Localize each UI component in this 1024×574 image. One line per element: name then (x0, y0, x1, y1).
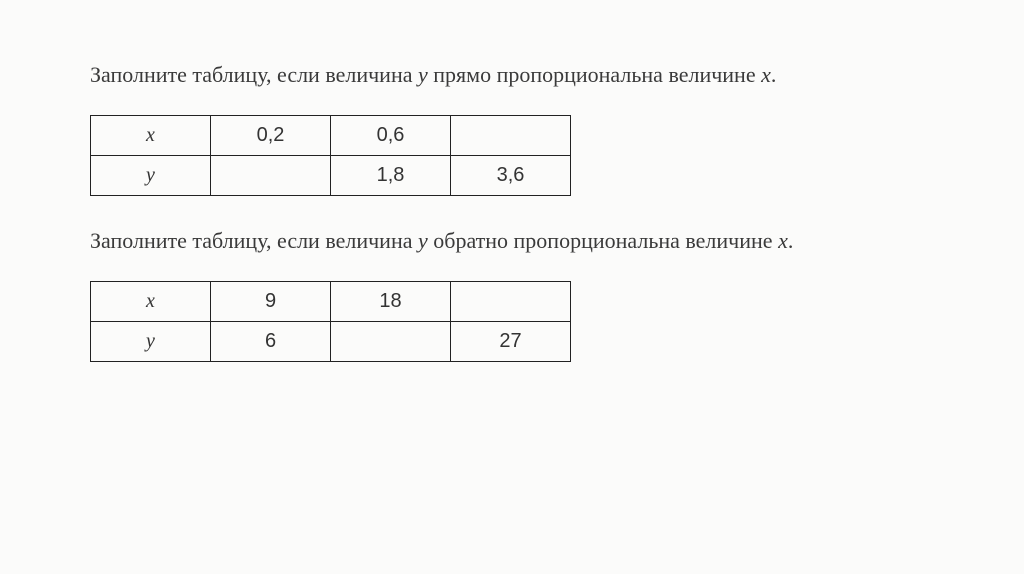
table-cell: 0,2 (211, 115, 331, 155)
problem2-table: x 9 18 y 6 27 (90, 281, 571, 362)
table-cell: 3,6 (451, 155, 571, 195)
problem2-text-part4: . (788, 228, 794, 253)
problem1-table: x 0,2 0,6 y 1,8 3,6 (90, 115, 571, 196)
table-cell: 27 (451, 321, 571, 361)
problem2-text: Заполните таблицу, если величина y обрат… (90, 226, 934, 257)
row-header-x: x (91, 281, 211, 321)
row-header-y: y (91, 155, 211, 195)
problem2-var-x: x (778, 228, 788, 253)
problem1-var-y: y (418, 62, 428, 87)
table-cell: 9 (211, 281, 331, 321)
table-cell (451, 281, 571, 321)
table-cell: 18 (331, 281, 451, 321)
table-cell (211, 155, 331, 195)
row-header-x: x (91, 115, 211, 155)
row-header-y: y (91, 321, 211, 361)
problem1-text: Заполните таблицу, если величина y прямо… (90, 60, 934, 91)
problem2-var-y: y (418, 228, 428, 253)
table-cell: 0,6 (331, 115, 451, 155)
problem1-var-x: x (761, 62, 771, 87)
problem2-text-part0: Заполните таблицу, если величина (90, 228, 418, 253)
problem1-text-part4: . (771, 62, 777, 87)
table-row: y 6 27 (91, 321, 571, 361)
table-cell (331, 321, 451, 361)
table-cell (451, 115, 571, 155)
problem1-text-part2: прямо пропорциональна величине (428, 62, 761, 87)
table-cell: 1,8 (331, 155, 451, 195)
table-row: x 9 18 (91, 281, 571, 321)
problem1-text-part0: Заполните таблицу, если величина (90, 62, 418, 87)
table-row: y 1,8 3,6 (91, 155, 571, 195)
table-cell: 6 (211, 321, 331, 361)
table-row: x 0,2 0,6 (91, 115, 571, 155)
problem2-text-part2: обратно пропорциональна величине (428, 228, 778, 253)
